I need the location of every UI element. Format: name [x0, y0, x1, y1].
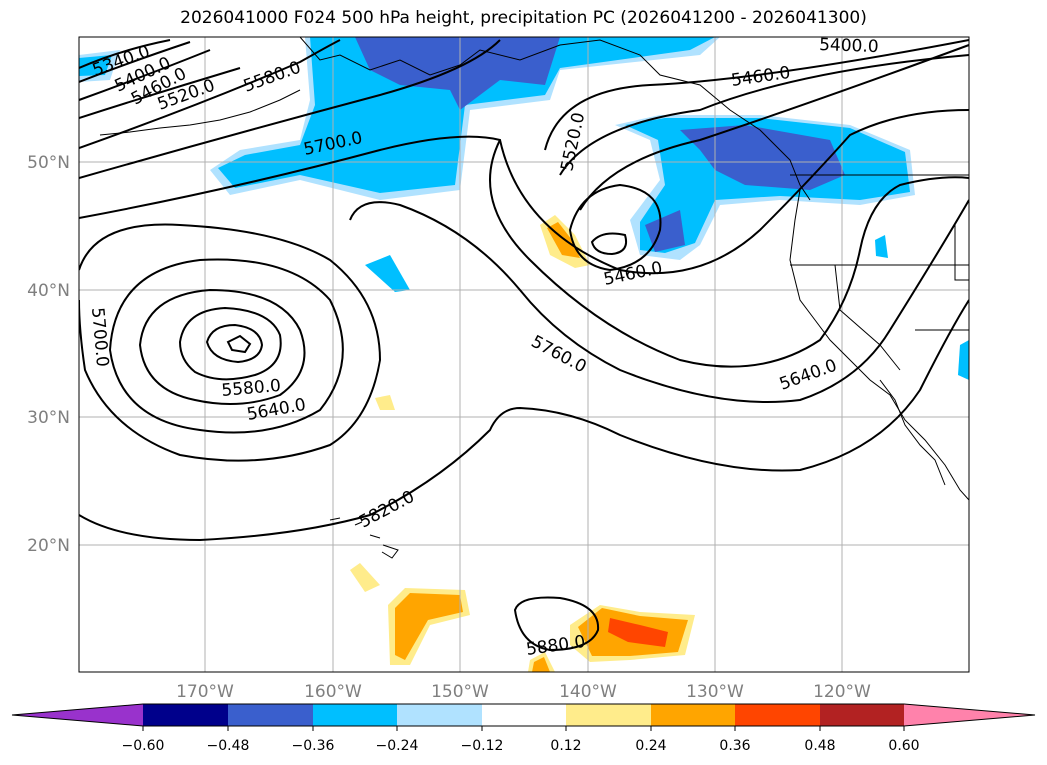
contour-5700-left: [79, 223, 382, 462]
low-center-5460: [568, 183, 662, 272]
contour-5640-right: [489, 139, 969, 368]
precip-orange: [532, 657, 550, 672]
lon-labels: 170°W 160°W 150°W 140°W 130°W 120°W: [176, 682, 871, 702]
colorbar-tick-label: −0.36: [292, 738, 335, 754]
coastlines: [99, 37, 969, 559]
precip-blue: [365, 255, 410, 292]
low-ring-3: [178, 306, 282, 381]
lat-label: 50°N: [27, 153, 70, 173]
precip-yellow: [375, 395, 395, 410]
colorbar-extend-left: [12, 704, 143, 726]
contour-5700-top: [79, 109, 969, 275]
colorbar-extend-right: [904, 704, 1035, 726]
contour-5460: [79, 49, 211, 101]
precip-orange: [395, 593, 463, 660]
contour-5580: [79, 39, 341, 149]
precip-blue: [79, 55, 112, 76]
precip-blue: [218, 37, 715, 193]
colorbar-tick-label: −0.48: [207, 738, 250, 754]
alaska-coast: [299, 37, 811, 201]
aleutian-islands: [99, 89, 301, 136]
lat-labels: 50°N 40°N 30°N 20°N: [27, 153, 70, 556]
contour-5880: [513, 596, 600, 652]
precip-dark-blue: [355, 37, 560, 110]
contour-5820: [79, 299, 969, 542]
low-ring-2: [138, 288, 306, 405]
lon-label: 140°W: [559, 682, 617, 702]
contour-5400: [79, 41, 191, 83]
precip-blue: [875, 235, 888, 258]
colorbar-segment: [735, 704, 820, 726]
contour-5400-closed: [579, 44, 969, 211]
colorbar-segment: [228, 704, 313, 726]
low-ring-1: [108, 258, 344, 434]
colorbar-segment: [313, 704, 397, 726]
map-content: [79, 37, 969, 672]
lat-label: 30°N: [27, 408, 70, 428]
colorbar-tick-label: −0.12: [461, 738, 504, 754]
precip-blue: [958, 340, 969, 380]
contour-5520: [79, 67, 241, 119]
lon-label: 160°W: [304, 682, 362, 702]
lat-label: 20°N: [27, 536, 70, 556]
map-frame: [78, 36, 970, 673]
contour-5340: [79, 39, 171, 69]
colorbar-tick-label: 0.12: [550, 738, 581, 754]
contour-5760: [349, 199, 969, 403]
state-border-5: [954, 225, 969, 281]
lon-label: 130°W: [686, 682, 744, 702]
colorbar-tick-label: 0.24: [635, 738, 666, 754]
contour-5640: [79, 39, 501, 179]
contour-5460-closed: [559, 54, 969, 176]
lon-label: 170°W: [176, 682, 234, 702]
colorbar-ticks: [142, 726, 905, 731]
state-border-3: [834, 264, 901, 371]
contour-5520-closed: [544, 39, 969, 151]
lon-label: 150°W: [431, 682, 489, 702]
precip-negative-fields: [79, 37, 969, 380]
low-ring-4: [205, 323, 264, 364]
colorbar: −0.60 −0.48 −0.36 −0.24 −0.12 0.12 0.24 …: [11, 703, 1036, 754]
low-ring-5: [226, 334, 252, 354]
colorbar-tick-label: −0.60: [122, 738, 165, 754]
low-center-inner: [590, 232, 628, 256]
colorbar-segment: [820, 704, 904, 726]
colorbar-tick-label: −0.24: [376, 738, 419, 754]
colorbar-segment: [397, 704, 482, 726]
precip-red-orange: [608, 618, 668, 647]
height-contours: [79, 39, 969, 652]
colorbar-tick-label: 0.60: [888, 738, 919, 754]
colorbar-segment: [566, 704, 651, 726]
lat-label: 40°N: [27, 281, 70, 301]
colorbar-segment: [651, 704, 735, 726]
colorbar-tick-label: 0.48: [804, 738, 835, 754]
lon-label: 120°W: [813, 682, 871, 702]
north-america-west-coast: [789, 189, 969, 501]
chart-title: 2026041000 F024 500 hPa height, precipit…: [180, 8, 867, 28]
contour-label: 5400.0: [819, 35, 879, 57]
hawaii-islands: [329, 517, 399, 559]
precip-yellow: [350, 563, 380, 592]
baja-california: [879, 379, 946, 486]
colorbar-segment: [143, 704, 228, 726]
precip-dark-blue: [680, 125, 845, 190]
colorbar-tick-label: 0.36: [719, 738, 750, 754]
colorbar-segment: [482, 704, 566, 726]
